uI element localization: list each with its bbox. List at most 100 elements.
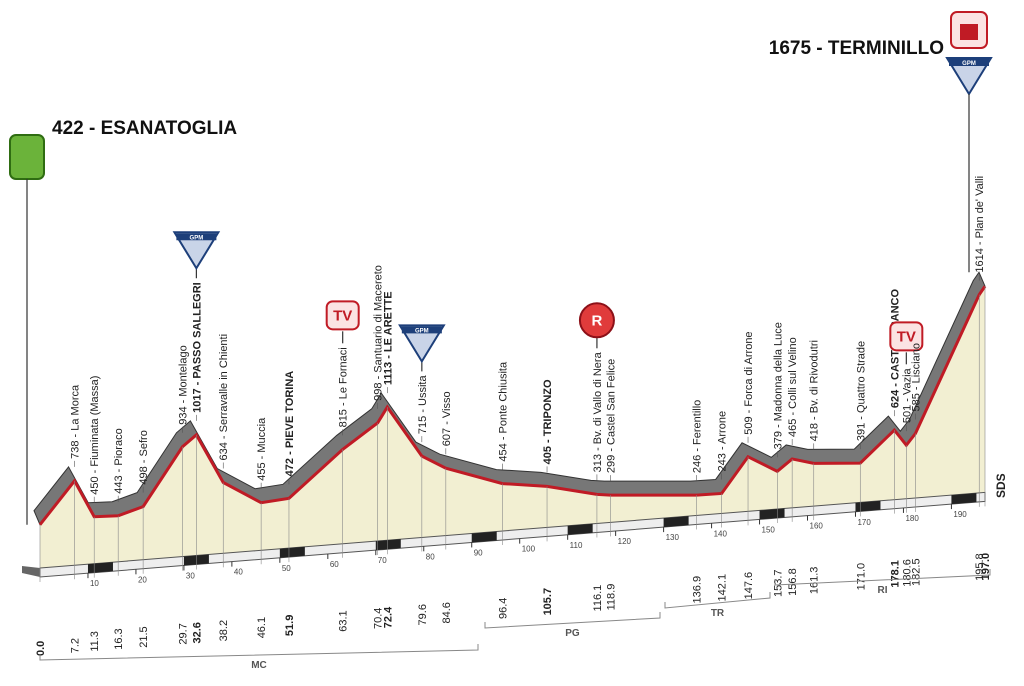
waypoint-label: 585 - Lisciano [910, 343, 922, 412]
waypoint-label: 443 - Pioraco [113, 428, 125, 493]
icon-tv [325, 300, 360, 331]
waypoint-label: 498 - Sefro [138, 430, 150, 484]
start-icon [9, 134, 45, 180]
waypoint-label: 1113 - LE ARETTE [382, 291, 394, 385]
icon-gpm-band [401, 326, 442, 334]
distance-label: 84.6 [441, 602, 453, 623]
icon-r [578, 302, 615, 339]
waypoint-label: 509 - Forca di Arrone [743, 331, 755, 434]
icon-label: GPM [190, 235, 204, 241]
distance-label: 105.7 [542, 588, 554, 616]
waypoint-label: 405 - TRIPONZO [542, 379, 554, 464]
waypoint-label: 815 - Le Fornaci [338, 347, 350, 427]
region-label: MC [251, 660, 267, 671]
region-bracket [664, 592, 771, 609]
waypoint-label: 379 - Madonna della Luce [772, 322, 784, 449]
distance-label: 16.3 [113, 628, 125, 649]
finish-label: 1675 - TERMINILLO [769, 38, 944, 59]
distance-label: 0.0 [35, 641, 47, 656]
icon-gpm [172, 231, 221, 271]
distance-label: 161.3 [809, 567, 821, 595]
km-tick-label: 160 [810, 522, 824, 531]
distance-label: 147.6 [743, 572, 755, 600]
km-tick-label: 140 [714, 529, 728, 538]
distance-label: 29.7 [177, 623, 189, 644]
icon-label: TV [897, 328, 916, 345]
distance-label: 118.9 [605, 584, 617, 611]
waypoint-label: 313 - Bv. di Vallo di Nera [592, 351, 604, 472]
km-tick-label: 10 [90, 579, 99, 588]
waypoint-label: 715 - Ussita [417, 375, 429, 435]
waypoint-label: 1614 - Plan de' Valli [974, 176, 986, 273]
road-segment [279, 546, 305, 558]
km-tick-label: 120 [618, 537, 632, 546]
km-tick-label: 20 [138, 575, 147, 584]
icon-gpm-band [949, 59, 989, 66]
road-segment [855, 500, 881, 512]
distance-label: 171.0 [855, 563, 867, 591]
distance-label: 32.6 [191, 622, 203, 643]
km-tick-label: 150 [762, 525, 776, 534]
icon-gpm [945, 57, 993, 96]
road-side [22, 566, 40, 577]
km-tick-label: 80 [426, 552, 435, 561]
road-segment [951, 493, 977, 505]
distance-label: 51.9 [284, 615, 296, 636]
distance-label: 46.1 [256, 617, 268, 638]
distance-label: 21.5 [138, 626, 150, 647]
region-label: TR [711, 608, 725, 619]
km-tick-label: 30 [186, 571, 195, 580]
km-tick-label: 190 [953, 510, 967, 519]
distance-label: 72.4 [382, 606, 394, 628]
waypoint-label: 472 - PIEVE TORINA [284, 371, 296, 477]
waypoint-label: 450 - Fiuminata (Massa) [89, 376, 101, 495]
distance-label: 142.1 [717, 574, 729, 602]
icon-label: TV [333, 307, 352, 324]
waypoint-label: 501 - Vazia [901, 367, 913, 423]
distance-label: 38.2 [218, 620, 230, 641]
region-bracket [39, 644, 479, 661]
distance-label: 156.8 [787, 568, 799, 596]
km-tick-label: 40 [234, 568, 243, 577]
waypoint-label: 998 - Santuario di Macereto [373, 265, 385, 401]
km-tick-label: 170 [857, 518, 871, 527]
finish-icon-inner [960, 24, 978, 40]
distance-label: 180.6 [901, 559, 913, 587]
waypoint-label: 634 - Serravalle in Chienti [218, 334, 230, 461]
distance-label: 11.3 [89, 631, 101, 652]
waypoint-label: 934 - Montelago [177, 345, 189, 425]
icon-gpm-band [176, 233, 217, 241]
km-tick-label: 130 [666, 533, 680, 542]
icon-tv [889, 321, 924, 352]
waypoint-label: 391 - Quattro Strade [855, 341, 867, 441]
icon-gpm [398, 324, 446, 364]
icon-label: GPM [962, 61, 976, 67]
km-tick-label: 100 [522, 545, 536, 554]
distance-label: 182.5 [910, 558, 922, 586]
region-bracket [774, 569, 991, 586]
waypoint-label: 418 - Bv. di Rivodutri [809, 340, 821, 441]
distance-label: 63.1 [338, 610, 350, 631]
km-tick-label: 50 [282, 564, 291, 573]
distance-label: 136.9 [692, 576, 704, 604]
region-bracket [484, 612, 661, 629]
icon-label: GPM [415, 328, 429, 334]
waypoint-label: 607 - Visso [441, 391, 453, 446]
distance-label: 116.1 [592, 585, 604, 612]
waypoint-label: 1017 - PASSO SALLEGRI [191, 282, 203, 413]
distance-label: 96.4 [497, 598, 509, 619]
waypoint-label: 243 - Arrone [717, 411, 729, 472]
waypoint-label: 738 - La Morca [70, 384, 82, 459]
distance-label: 79.6 [417, 604, 429, 625]
km-tick-label: 180 [905, 514, 919, 523]
waypoint-label: 454 - Ponte Chiusita [497, 361, 509, 462]
waypoint-label: 299 - Castel San Felice [605, 359, 617, 473]
icon-label: R [592, 312, 603, 329]
distance-label: 70.4 [373, 608, 385, 629]
distance-label: 197.0 [980, 553, 992, 581]
region-label: RI [878, 585, 888, 596]
waypoint-label: 455 - Muccia [256, 417, 268, 481]
road-segment [663, 516, 689, 528]
